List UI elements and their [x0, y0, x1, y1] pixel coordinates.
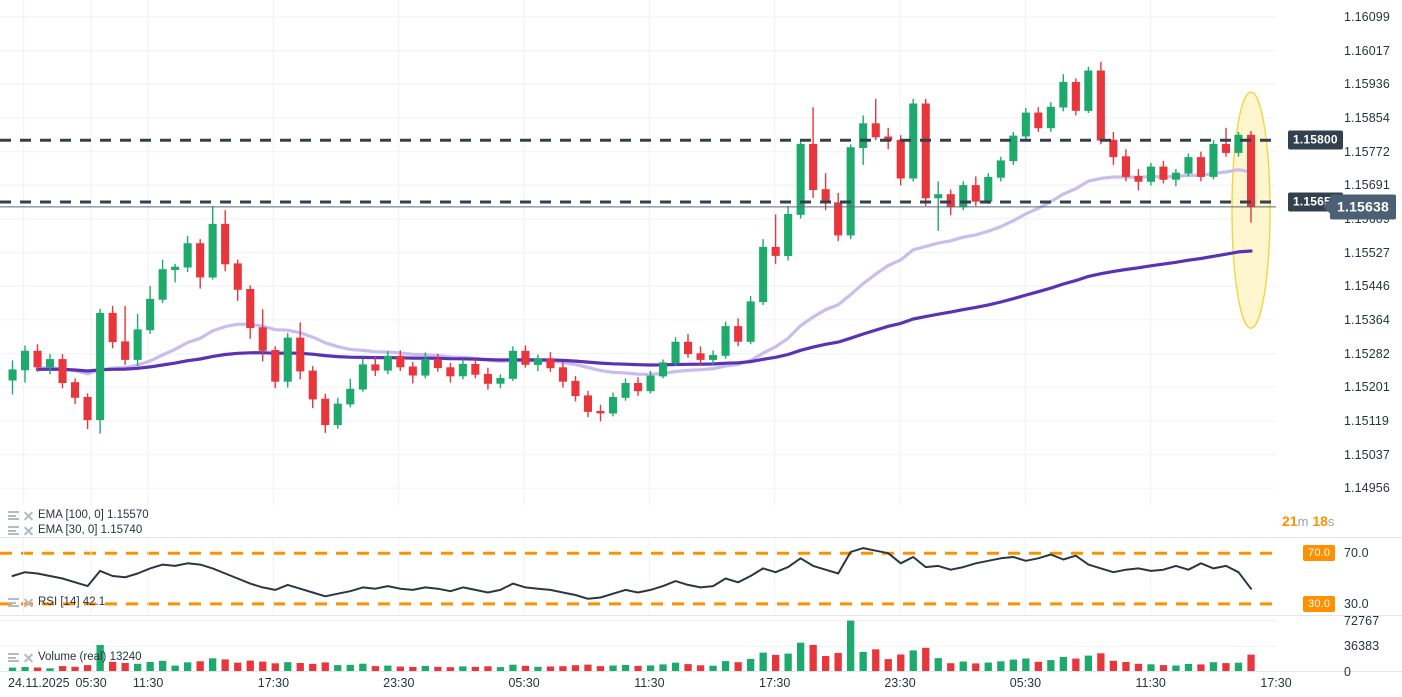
time-axis-tick: 11:30	[132, 676, 164, 690]
time-axis-tick: 24.11.2025	[8, 676, 70, 690]
price-panel[interactable]	[0, 0, 1402, 505]
volume-axis-tick: 0	[1344, 665, 1352, 679]
panel-divider-rsi	[0, 537, 1402, 538]
rsi-axis-tick: 70.0	[1344, 546, 1369, 561]
time-axis-tick: 05:30	[75, 676, 107, 690]
price-axis-tick: 1.15282	[1344, 346, 1390, 361]
panel-divider-volume	[0, 615, 1402, 616]
countdown-seconds-unit: s	[1327, 514, 1335, 529]
time-axis-tick: 17:30	[759, 676, 791, 690]
time-axis-tick: 05:30	[508, 676, 540, 690]
price-axis-tick: 1.16017	[1344, 43, 1390, 58]
volume-plot-area[interactable]	[0, 618, 1276, 672]
volume-axis-tick: 72767	[1344, 613, 1380, 628]
time-axis-tick: 17:30	[1260, 676, 1292, 690]
price-axis-tick: 1.15446	[1344, 279, 1390, 294]
time-axis-line	[0, 671, 1402, 672]
legend-volume-label: Volume (real) 13240	[38, 651, 142, 663]
price-axis-tick: 1.15936	[1344, 77, 1390, 92]
price-axis-tick: 1.15691	[1344, 178, 1390, 193]
time-axis-tick: 17:30	[257, 676, 290, 690]
legend-ema100[interactable]: EMA [100, 0] 1.15570	[8, 509, 149, 522]
volume-chart-svg[interactable]	[0, 618, 1276, 672]
legend-rsi[interactable]: RSI [14] 42.1	[8, 596, 106, 609]
legend-rsi-label: RSI [14] 42.1	[38, 596, 106, 608]
close-icon[interactable]	[23, 597, 34, 608]
menu-icon[interactable]	[8, 652, 19, 663]
rsi-chart-svg[interactable]	[0, 538, 1276, 614]
time-axis-tick: 11:30	[1135, 676, 1166, 690]
countdown-seconds: 18	[1312, 513, 1328, 529]
price-axis-tick: 1.15119	[1344, 413, 1389, 428]
time-axis-tick: 23:30	[884, 676, 916, 690]
legend-ema30-label: EMA [30, 0] 1.15740	[38, 524, 143, 536]
countdown-minutes: 21	[1282, 513, 1298, 529]
volume-panel[interactable]	[0, 618, 1402, 672]
bar-countdown-timer: 21m 18s	[1282, 513, 1334, 529]
price-axis-tick: 1.14956	[1344, 481, 1390, 496]
close-icon[interactable]	[23, 652, 34, 663]
menu-icon[interactable]	[8, 597, 19, 608]
close-icon[interactable]	[23, 525, 34, 536]
legend-ema30[interactable]: EMA [30, 0] 1.15740	[8, 524, 143, 537]
rsi-level-tag[interactable]: 70.0	[1303, 545, 1336, 562]
legend-ema100-label: EMA [100, 0] 1.15570	[38, 509, 149, 521]
level-price-tag[interactable]: 1.15800	[1288, 130, 1343, 150]
rsi-panel[interactable]	[0, 538, 1402, 614]
price-axis-tick: 1.15854	[1344, 110, 1390, 125]
time-axis-tick: 11:30	[634, 676, 665, 690]
close-icon[interactable]	[23, 510, 34, 521]
time-axis-tick: 23:30	[383, 676, 415, 690]
countdown-minutes-unit: m	[1297, 514, 1309, 529]
price-axis-tick: 1.15364	[1344, 312, 1390, 327]
menu-icon[interactable]	[8, 525, 19, 536]
rsi-level-tag[interactable]: 30.0	[1303, 595, 1336, 612]
price-axis-tick: 1.15527	[1344, 245, 1390, 260]
rsi-plot-area[interactable]	[0, 538, 1276, 614]
price-axis-tick: 1.15037	[1344, 447, 1390, 462]
menu-icon[interactable]	[8, 510, 19, 521]
price-axis-tick: 1.16099	[1344, 9, 1390, 24]
volume-axis-tick: 36383	[1344, 639, 1380, 654]
time-axis-tick: 05:30	[1009, 676, 1042, 690]
legend-volume[interactable]: Volume (real) 13240	[8, 651, 142, 664]
price-plot-area[interactable]	[0, 0, 1276, 505]
rsi-axis-tick: 30.0	[1344, 596, 1369, 611]
last-price-tag[interactable]: 1.15638	[1330, 194, 1397, 220]
price-axis-tick: 1.15772	[1344, 144, 1390, 159]
price-axis-tick: 1.15201	[1344, 380, 1390, 395]
price-chart-svg[interactable]	[0, 0, 1276, 505]
